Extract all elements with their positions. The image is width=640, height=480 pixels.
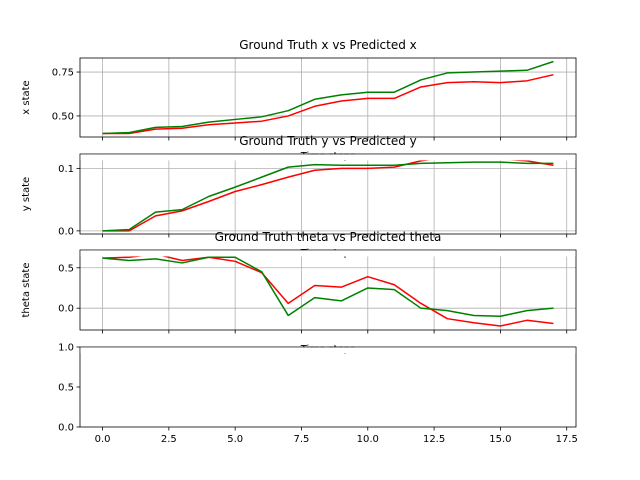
x-tick-label: 17.5	[556, 434, 578, 445]
y-tick-label: 0.5	[58, 383, 74, 394]
axes-frame	[79, 153, 577, 235]
y-tick-label: 0.5	[58, 263, 74, 274]
chart-title: Ground Truth theta vs Predicted theta	[215, 230, 442, 244]
y-tick-label: 0.1	[58, 164, 74, 175]
lines-layer	[102, 60, 554, 327]
y-tick-label: 1.0	[58, 343, 74, 354]
y-tick-label: 0.75	[52, 68, 74, 79]
panel-top-mask	[80, 250, 576, 257]
panel-mask-layer	[80, 154, 576, 354]
axes-frame	[79, 57, 577, 138]
series-line-ground-truth	[102, 161, 554, 232]
y-axis-label: theta state	[21, 263, 32, 318]
x-tick-label: 15.0	[489, 434, 511, 445]
y-axis-label: y state	[21, 177, 32, 211]
y-tick-label: 0.0	[58, 423, 74, 434]
x-tick-label: 0.0	[95, 434, 111, 445]
x-tick-label: 7.5	[294, 434, 310, 445]
series-line-predicted	[102, 73, 554, 135]
y-tick-label: 0.50	[52, 111, 74, 122]
series-line-predicted	[102, 253, 554, 327]
ticks-layer: 0.50 0.75 x state 0.0 0.1 y state 0.0 0.5 theta …	[21, 68, 578, 445]
panel-top-mask	[80, 347, 576, 354]
panel-top-mask	[80, 154, 576, 161]
y-axis-label: x state	[21, 80, 32, 114]
series-line-ground-truth	[102, 256, 554, 318]
x-tick-label: 10.0	[357, 434, 379, 445]
chart-title: Ground Truth x vs Predicted x	[239, 38, 417, 52]
x-tick-label: 2.5	[161, 434, 177, 445]
axes-frame	[79, 249, 577, 331]
y-tick-label: 0.0	[58, 304, 74, 315]
y-tick-label: 0.0	[58, 226, 74, 237]
series-line-ground-truth	[102, 60, 554, 135]
x-tick-label: 12.5	[423, 434, 445, 445]
chart-title: Ground Truth y vs Predicted y	[239, 134, 417, 148]
x-tick-label: 5.0	[227, 434, 243, 445]
titles-layer: Ground Truth x vs Predicted x Ground Trut…	[215, 38, 442, 244]
